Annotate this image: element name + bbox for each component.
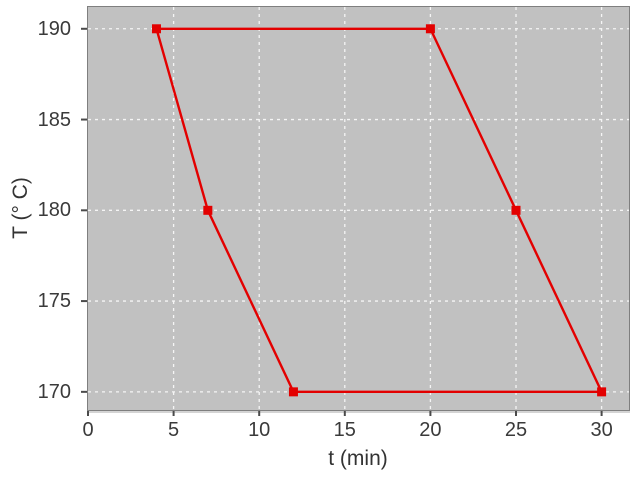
- y-tick-label: 170: [37, 380, 71, 403]
- data-point-marker: [288, 387, 298, 397]
- y-tick-label: 180: [37, 199, 71, 222]
- data-point-marker: [511, 205, 521, 215]
- data-point-marker: [425, 24, 435, 34]
- data-point-marker: [151, 24, 161, 34]
- y-tick-label: 185: [37, 108, 71, 131]
- plot-area: [87, 6, 630, 411]
- x-tick-label: 25: [504, 419, 528, 441]
- y-tick-label: 175: [37, 290, 71, 313]
- x-tick-label: 15: [333, 419, 356, 441]
- data-point-marker: [203, 205, 213, 215]
- x-tick-label: 20: [419, 419, 442, 441]
- x-axis-title: t (min): [328, 447, 388, 470]
- y-tick-label: 190: [37, 17, 71, 40]
- x-tick-label: 0: [82, 419, 94, 441]
- x-tick-label: 30: [590, 419, 613, 441]
- y-axis-title: T (° C): [9, 177, 32, 239]
- x-tick-label: 5: [168, 419, 180, 441]
- plot-canvas: [88, 7, 629, 410]
- x-tick-label: 10: [248, 419, 271, 441]
- data-point-marker: [597, 387, 607, 397]
